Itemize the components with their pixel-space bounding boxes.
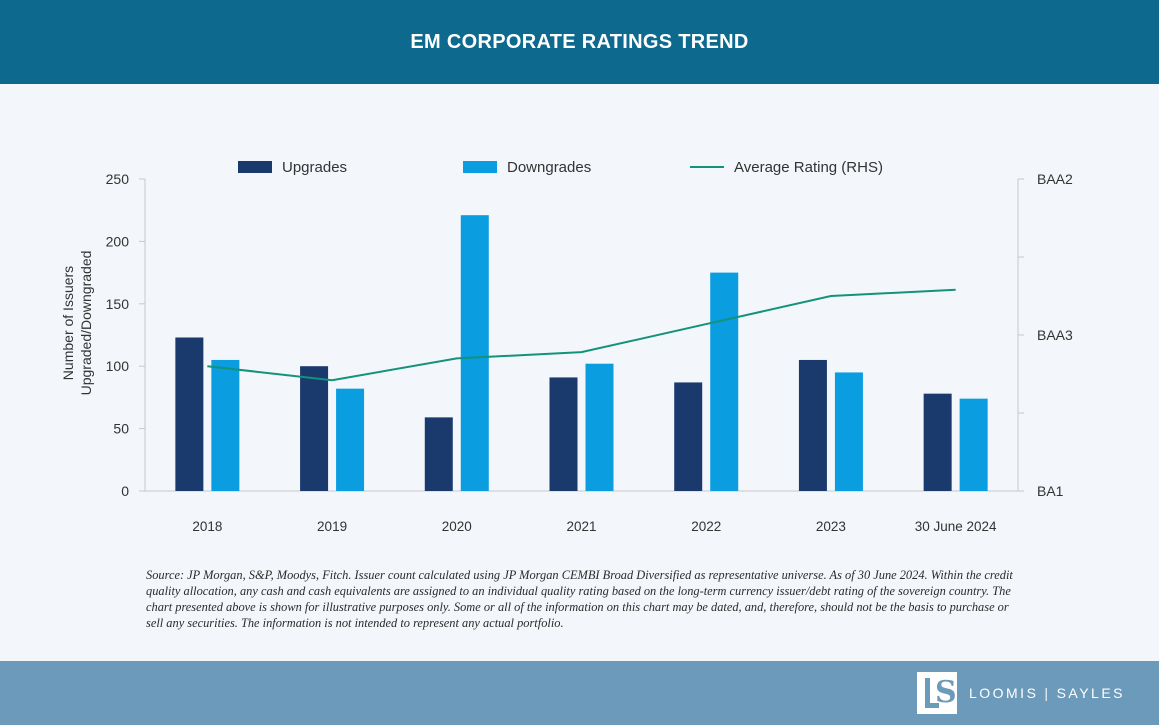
bar-upgrades — [300, 366, 329, 491]
x-tick-label: 2021 — [566, 519, 596, 534]
bar-upgrades — [175, 337, 204, 491]
legend-label-upgrades: Upgrades — [282, 159, 347, 176]
y2-tick-label: BA1 — [1037, 483, 1064, 499]
legend-swatch-downgrades — [463, 161, 497, 173]
chart-area: 0 50 100 150 200 250 BA1 BAA3 BAA2 Number of Issu… — [0, 84, 1159, 564]
logo-mark-icon: S — [916, 672, 957, 714]
x-tick-label: 2018 — [192, 519, 222, 534]
bar-downgrades — [959, 398, 988, 491]
x-tick-label: 2019 — [317, 519, 347, 534]
loomis-sayles-logo: S LOOMIS | SAYLES — [916, 672, 1125, 714]
bar-upgrades — [549, 377, 578, 491]
y-axis-label-line2: Upgraded/Downgraded — [78, 251, 94, 396]
y-tick-label: 100 — [106, 358, 130, 374]
bar-downgrades — [710, 272, 739, 491]
y-tick-label: 0 — [121, 483, 129, 499]
line-average-rating — [207, 288, 956, 382]
legend-swatch-upgrades — [238, 161, 272, 173]
bar-downgrades — [585, 363, 614, 491]
legend-label-downgrades: Downgrades — [507, 159, 591, 176]
y-tick-label: 50 — [113, 421, 129, 437]
y-tick-label: 200 — [106, 233, 130, 249]
y2-tick-label: BAA3 — [1037, 327, 1073, 343]
y-axis-label-line1: Number of Issuers — [60, 266, 76, 380]
ratings-chart: 0 50 100 150 200 250 BA1 BAA3 BAA2 Number of Issu… — [60, 159, 1073, 534]
logo-text-right: SAYLES — [1056, 685, 1125, 701]
source-note: Source: JP Morgan, S&P, Moodys, Fitch. I… — [146, 568, 1013, 630]
logo-text-left: LOOMIS — [968, 685, 1039, 701]
bar-upgrades — [674, 382, 703, 491]
x-tick-label: 30 June 2024 — [915, 519, 997, 534]
bar-downgrades — [460, 215, 489, 491]
page-footer: S LOOMIS | SAYLES — [0, 661, 1159, 725]
x-tick-label: 2022 — [691, 519, 721, 534]
x-tick-label: 2023 — [816, 519, 846, 534]
y2-tick-label: BAA2 — [1037, 171, 1073, 187]
y-tick-label: 150 — [106, 296, 130, 312]
bar-downgrades — [211, 359, 240, 491]
bar-downgrades — [336, 388, 365, 491]
legend-label-average-rating: Average Rating (RHS) — [734, 159, 883, 176]
logo-separator: | — [1044, 685, 1051, 701]
bar-upgrades — [424, 417, 453, 491]
bar-upgrades — [923, 393, 952, 491]
page-title: EM CORPORATE RATINGS TREND — [410, 30, 749, 53]
y-tick-label: 250 — [106, 171, 130, 187]
logo-wordmark: LOOMIS | SAYLES — [969, 685, 1125, 701]
page-header: EM CORPORATE RATINGS TREND — [0, 0, 1159, 84]
bar-upgrades — [798, 359, 827, 491]
x-tick-label: 2020 — [442, 519, 472, 534]
bar-downgrades — [834, 372, 863, 491]
